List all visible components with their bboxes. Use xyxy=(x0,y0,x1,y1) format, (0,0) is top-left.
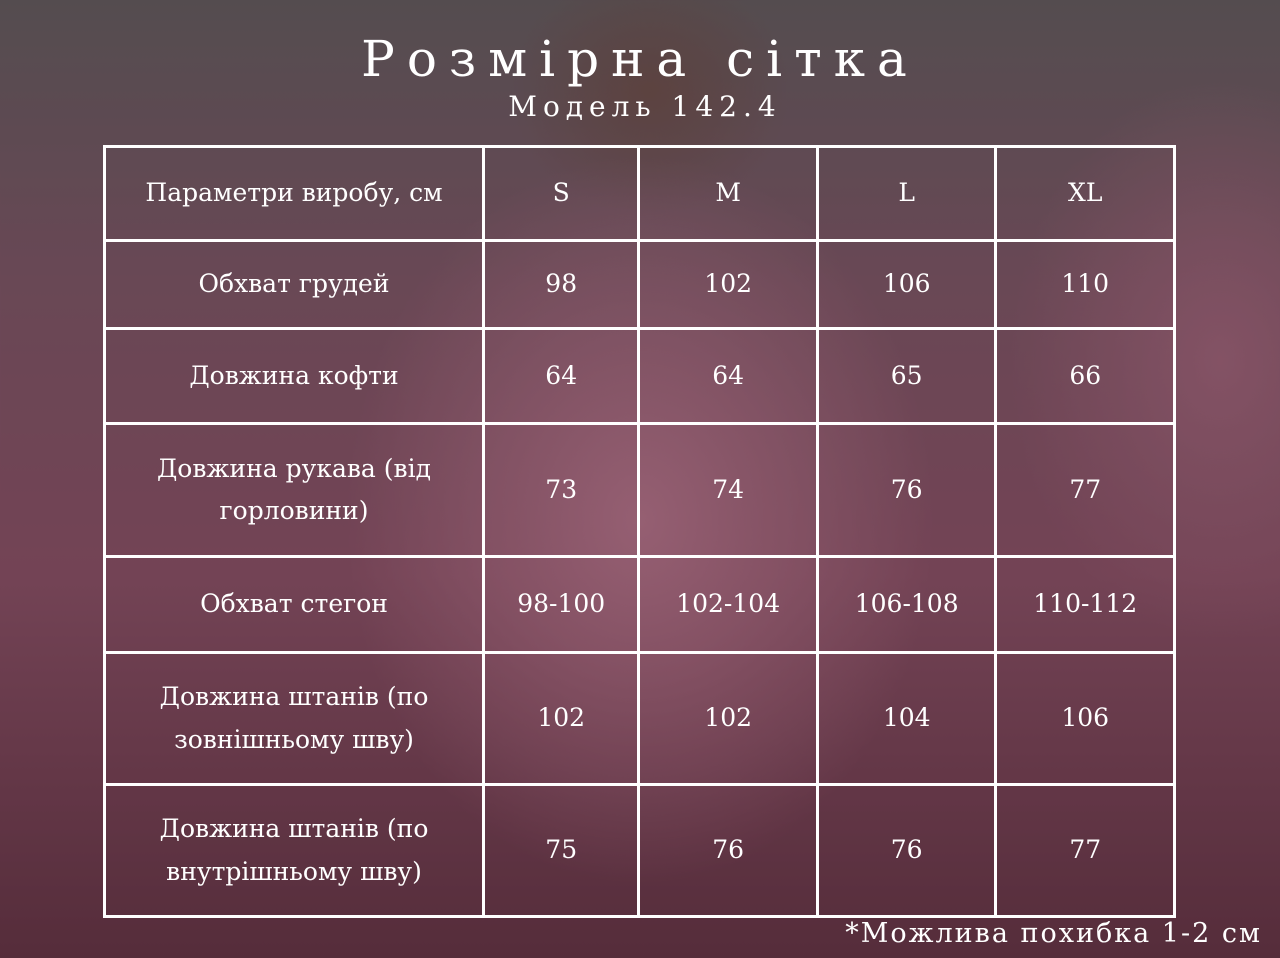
model-subtitle: Модель 142.4 xyxy=(508,90,782,123)
value-cell: 102 xyxy=(637,651,819,786)
value-cell: 77 xyxy=(994,783,1176,918)
value-cell: 76 xyxy=(815,422,998,558)
value-cell: 73 xyxy=(481,422,641,558)
table-row: Довжина штанів (по зовнішньому шву) 102 10… xyxy=(103,651,1176,786)
tolerance-note: *Можлива похибка 1-2 см xyxy=(845,918,1262,949)
value-cell: 102 xyxy=(637,239,819,330)
value-cell: 75 xyxy=(481,783,641,918)
value-cell: 98-100 xyxy=(481,555,641,654)
size-table: Параметри виробу, см S M L XL Обхват грудей 98… xyxy=(103,145,1176,918)
parameter-cell: Довжина штанів (по внутрішньому шву) xyxy=(103,783,485,918)
value-cell: 74 xyxy=(637,422,819,558)
value-cell: 64 xyxy=(481,327,641,425)
parameter-cell: Обхват грудей xyxy=(103,239,485,330)
value-cell: 64 xyxy=(637,327,819,425)
table-row: Довжина штанів (по внутрішньому шву) 75 76… xyxy=(103,783,1176,918)
value-cell: 110-112 xyxy=(994,555,1176,654)
value-cell: 66 xyxy=(994,327,1176,425)
header-cell: Параметри виробу, см xyxy=(103,145,485,242)
parameter-cell: Довжина штанів (по зовнішньому шву) xyxy=(103,651,485,786)
value-cell: 110 xyxy=(994,239,1176,330)
value-cell: 106-108 xyxy=(815,555,998,654)
header-cell: XL xyxy=(994,145,1176,242)
table-row: Обхват грудей 98 102 106 110 xyxy=(103,239,1176,330)
header-cell: S xyxy=(481,145,641,242)
value-cell: 102 xyxy=(481,651,641,786)
value-cell: 98 xyxy=(481,239,641,330)
parameter-cell: Довжина кофти xyxy=(103,327,485,425)
header-cell: L xyxy=(815,145,998,242)
header-cell: M xyxy=(637,145,819,242)
value-cell: 104 xyxy=(815,651,998,786)
table-row: Обхват стегон 98-100 102-104 106-108 110-112 xyxy=(103,555,1176,654)
table-row: Довжина рукава (від горловини) 73 74 76 77 xyxy=(103,422,1176,558)
value-cell: 106 xyxy=(994,651,1176,786)
value-cell: 77 xyxy=(994,422,1176,558)
value-cell: 76 xyxy=(815,783,998,918)
page-title: Розмірна сітка xyxy=(361,30,919,88)
value-cell: 106 xyxy=(815,239,998,330)
parameter-cell: Довжина рукава (від горловини) xyxy=(103,422,485,558)
table-header-row: Параметри виробу, см S M L XL xyxy=(103,145,1176,242)
value-cell: 65 xyxy=(815,327,998,425)
table-row: Довжина кофти 64 64 65 66 xyxy=(103,327,1176,425)
value-cell: 102-104 xyxy=(637,555,819,654)
parameter-cell: Обхват стегон xyxy=(103,555,485,654)
value-cell: 76 xyxy=(637,783,819,918)
